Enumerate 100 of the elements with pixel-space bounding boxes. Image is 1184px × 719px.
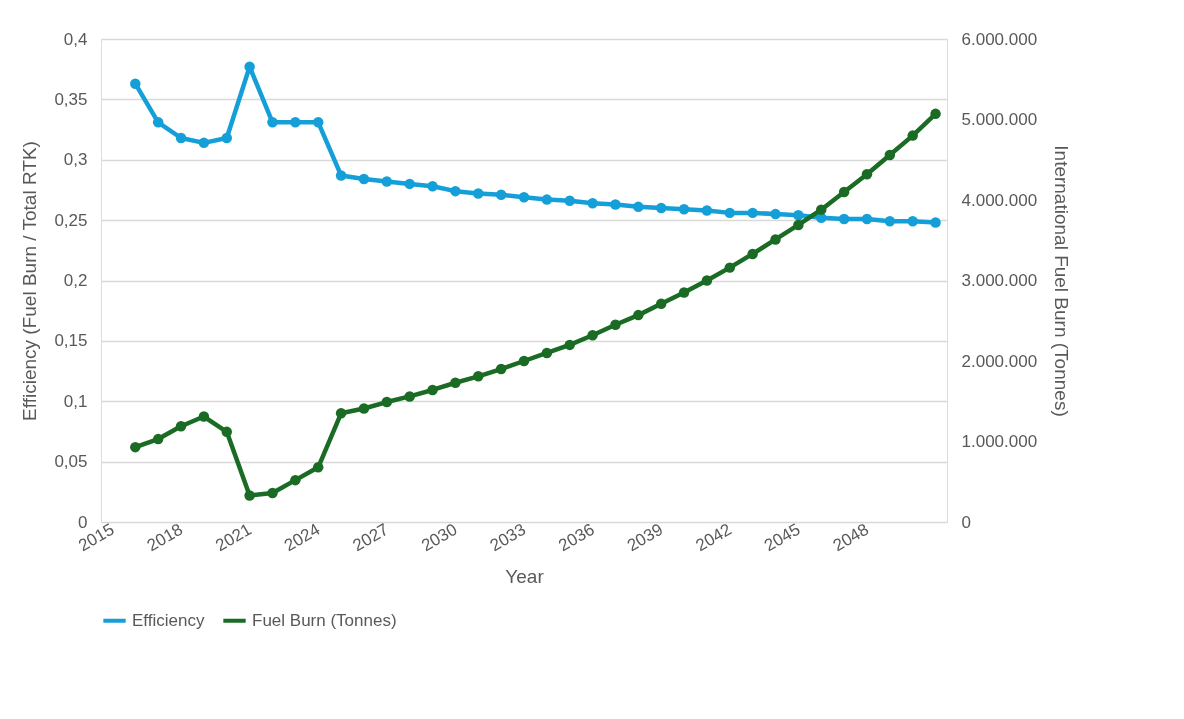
point — [701, 205, 713, 216]
point — [816, 204, 827, 215]
point — [130, 78, 141, 89]
y-tick-label: 0,15 — [54, 331, 88, 351]
point — [312, 462, 324, 473]
point — [610, 319, 621, 331]
point — [793, 210, 804, 221]
y-tick-label: 0,1 — [63, 391, 88, 411]
point — [495, 189, 507, 200]
point — [198, 411, 210, 422]
y2-tick-label: 3.000.000 — [961, 271, 1038, 290]
point — [655, 202, 667, 214]
y2-tick-label: 6.000.000 — [961, 29, 1038, 49]
point — [152, 433, 164, 445]
point — [770, 234, 781, 245]
point — [633, 201, 644, 213]
point — [861, 169, 873, 180]
point — [724, 262, 736, 273]
point — [495, 363, 507, 375]
legend-label: Efficiency — [132, 610, 205, 630]
point — [381, 396, 393, 408]
point — [427, 384, 438, 396]
point — [838, 186, 850, 198]
point — [130, 441, 141, 453]
point — [427, 181, 438, 192]
y-tick-label: 0,2 — [63, 271, 88, 290]
point — [450, 377, 461, 388]
y2-axis-title: International Fuel Burn (Tonnes) — [1051, 145, 1073, 417]
point — [404, 178, 415, 190]
point — [518, 355, 530, 367]
x-tick-label: 2030 — [418, 519, 461, 556]
point — [473, 371, 484, 382]
x-tick-label: 2021 — [212, 519, 255, 556]
x-tick-label: 2036 — [555, 519, 598, 556]
point — [564, 339, 575, 351]
point — [290, 117, 301, 128]
point — [312, 117, 324, 128]
point — [221, 132, 232, 144]
point — [175, 420, 187, 432]
point — [541, 347, 553, 359]
x-tick-label: 2045 — [761, 519, 804, 556]
point — [244, 490, 255, 501]
point — [152, 117, 164, 128]
point — [907, 130, 918, 141]
x-tick-label: 2018 — [143, 519, 187, 556]
point — [861, 213, 873, 225]
y-axis-title: Efficiency (Fuel Burn / Total RTK) — [19, 141, 41, 421]
point — [358, 173, 370, 185]
point — [633, 309, 644, 321]
point — [404, 391, 415, 402]
point — [655, 298, 667, 310]
point — [358, 403, 370, 414]
point — [381, 176, 393, 187]
point — [678, 204, 690, 215]
point — [724, 207, 736, 219]
y-tick-label: 0,05 — [54, 452, 88, 472]
y2-tick-label: 2.000.000 — [961, 351, 1038, 371]
point — [770, 208, 781, 220]
point — [884, 149, 896, 161]
point — [175, 132, 187, 144]
point — [267, 117, 278, 128]
x-tick-label: 2033 — [486, 519, 529, 556]
point — [198, 137, 210, 149]
x-axis-title: Year — [505, 566, 545, 588]
point — [610, 199, 621, 210]
point — [221, 426, 232, 438]
y2-tick-label: 5.000.000 — [961, 110, 1038, 129]
x-tick-label: 2024 — [280, 519, 324, 556]
point — [678, 287, 690, 298]
point — [884, 216, 896, 227]
x-tick-label: 2027 — [349, 519, 392, 556]
point — [473, 188, 484, 199]
y2-tick-label: 4.000.000 — [961, 190, 1038, 210]
point — [587, 330, 598, 341]
point — [564, 195, 575, 207]
point — [267, 487, 278, 499]
y-tick-label: 0,4 — [63, 29, 88, 49]
x-tick-label: 2048 — [829, 519, 872, 556]
point — [793, 219, 804, 231]
y2-tick-label: 1.000.000 — [961, 432, 1038, 451]
point — [518, 191, 530, 203]
point — [747, 207, 758, 219]
point — [335, 170, 347, 181]
y-tick-label: 0,3 — [63, 150, 88, 170]
point — [838, 213, 850, 225]
point — [587, 197, 598, 209]
point — [450, 185, 461, 197]
y2-tick-label: 0 — [961, 512, 971, 532]
x-tick-label: 2042 — [692, 519, 735, 556]
point — [541, 194, 553, 205]
x-tick-label: 2039 — [623, 519, 667, 556]
point — [930, 108, 941, 120]
point — [930, 217, 941, 228]
point — [290, 474, 301, 486]
y-tick-label: 0,25 — [54, 210, 88, 230]
legend-label: Fuel Burn (Tonnes) — [252, 610, 397, 630]
point — [907, 216, 918, 227]
point — [335, 408, 347, 419]
y-tick-label: 0,35 — [54, 89, 88, 109]
point — [701, 275, 713, 286]
